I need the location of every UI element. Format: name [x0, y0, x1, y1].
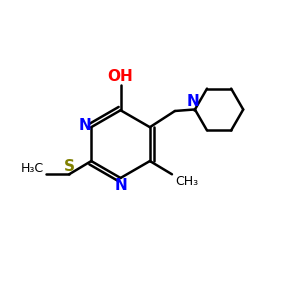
Text: CH₃: CH₃: [176, 175, 199, 188]
Text: N: N: [78, 118, 91, 133]
Text: S: S: [64, 159, 75, 174]
Text: N: N: [187, 94, 200, 109]
Text: H₃C: H₃C: [21, 162, 44, 175]
Text: N: N: [114, 178, 127, 193]
Text: OH: OH: [108, 69, 134, 84]
